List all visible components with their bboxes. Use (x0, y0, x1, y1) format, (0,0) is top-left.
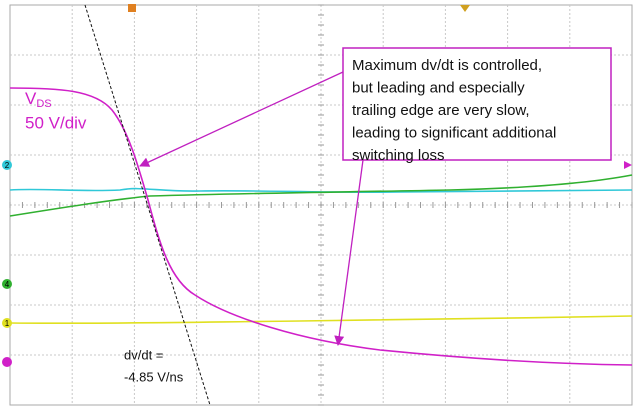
trace-ch2 (9, 187, 633, 194)
slope-label: dv/dt = (124, 347, 163, 362)
trigger-level (624, 161, 632, 169)
scale-label: 50 V/div (25, 113, 87, 132)
annotation-line: Maximum dv/dt is controlled, (352, 57, 542, 74)
marker-label: 4 (5, 280, 10, 289)
annotation-line: switching loss (352, 147, 445, 164)
marker-ch2 (2, 160, 12, 170)
trigger-position (128, 4, 136, 12)
trace-label-main: V (25, 89, 37, 108)
graticule (9, 4, 633, 406)
annotation-box (342, 47, 612, 161)
annotation-line: trailing edge are very slow, (352, 102, 530, 119)
trace-label: VDS (25, 89, 52, 109)
annotation-line: but leading and especially (352, 79, 525, 96)
trigger-marker (460, 5, 470, 12)
marker-label: 2 (5, 161, 10, 170)
trace-label-sub: DS (36, 98, 51, 110)
trace-ch1 (9, 315, 633, 325)
marker-vds (2, 357, 12, 367)
annotation-line: leading to significant additional (352, 124, 556, 141)
trace-vds (9, 87, 633, 366)
slope-value: -4.85 V/ns (124, 369, 184, 384)
marker-ch1 (2, 318, 12, 328)
marker-label: 1 (5, 319, 10, 328)
annotation-arrow (139, 71, 344, 167)
annotation-arrow (334, 159, 364, 346)
trace-ch4 (9, 174, 633, 217)
marker-ch4 (2, 279, 12, 289)
